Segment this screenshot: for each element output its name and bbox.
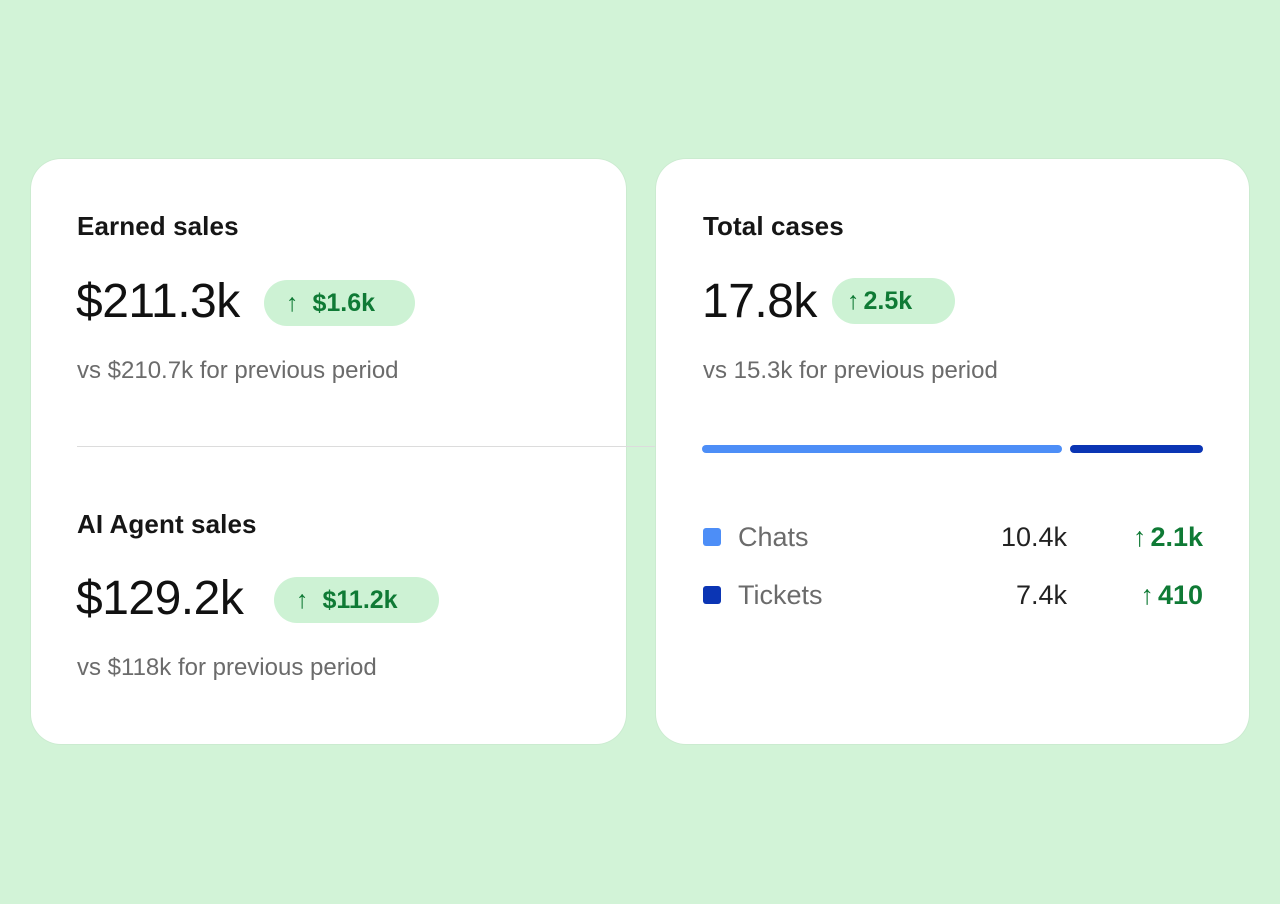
tickets-label: Tickets — [738, 580, 823, 610]
earned-sales-value: $211.3k — [76, 275, 240, 328]
arrow-up-icon: ↑ — [1140, 580, 1154, 610]
earned-sales-delta-badge: ↑ $1.6k — [264, 280, 415, 326]
ai-agent-sales-comparison: vs $118k for previous period — [77, 654, 377, 681]
sales-card — [31, 159, 626, 744]
ai-agent-sales-delta-badge: ↑ $11.2k — [274, 577, 439, 623]
chats-legend-swatch — [703, 528, 721, 546]
arrow-up-icon: ↑ — [286, 289, 299, 317]
tickets-share-bar — [1070, 445, 1203, 453]
divider — [77, 446, 655, 447]
tickets-value: 7.4k — [1015, 580, 1067, 610]
total-cases-delta-badge: ↑ 2.5k — [832, 278, 955, 324]
arrow-up-icon: ↑ — [296, 586, 309, 614]
ai-agent-sales-delta: $11.2k — [322, 586, 398, 614]
ai-agent-sales-title: AI Agent sales — [77, 509, 257, 539]
chats-label: Chats — [738, 522, 809, 552]
ai-agent-sales-value: $129.2k — [76, 572, 244, 625]
earned-sales-comparison: vs $210.7k for previous period — [77, 357, 399, 384]
total-cases-delta: 2.5k — [863, 287, 913, 315]
chats-delta: ↑ 2.1k — [1132, 522, 1203, 552]
total-cases-title: Total cases — [703, 211, 844, 241]
chats-share-bar — [702, 445, 1062, 453]
total-cases-value: 17.8k — [702, 275, 817, 328]
total-cases-comparison: vs 15.3k for previous period — [703, 357, 998, 384]
earned-sales-title: Earned sales — [77, 211, 239, 241]
earned-sales-delta: $1.6k — [312, 289, 376, 317]
arrow-up-icon: ↑ — [1132, 522, 1147, 552]
arrow-up-icon: ↑ — [847, 287, 860, 315]
chats-value: 10.4k — [1000, 522, 1067, 552]
tickets-legend-swatch — [703, 586, 721, 604]
tickets-delta: ↑ 410 — [1140, 580, 1203, 610]
